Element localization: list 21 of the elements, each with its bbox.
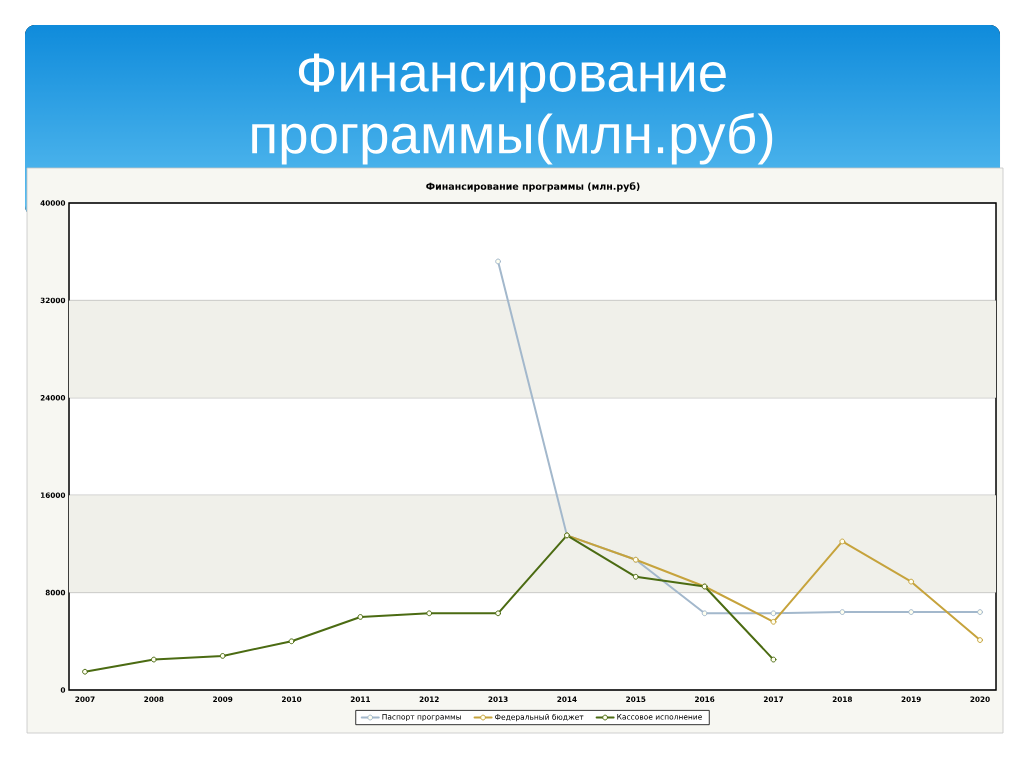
point bbox=[632, 573, 639, 580]
point bbox=[426, 610, 433, 617]
point bbox=[770, 618, 777, 625]
point bbox=[908, 578, 915, 585]
chart-title: Финансирование программы(млн.руб) bbox=[252, 53, 773, 165]
point bbox=[495, 610, 501, 617]
point bbox=[150, 656, 157, 663]
point bbox=[770, 610, 777, 617]
chart-subtitle: Финансирование программы (млн.руб) bbox=[426, 182, 640, 192]
point bbox=[839, 538, 846, 545]
point bbox=[839, 609, 846, 615]
point bbox=[908, 609, 915, 615]
point bbox=[770, 656, 777, 663]
point bbox=[495, 258, 501, 265]
point bbox=[701, 610, 708, 617]
point bbox=[219, 653, 226, 659]
point bbox=[977, 609, 983, 615]
point bbox=[357, 614, 364, 620]
point bbox=[82, 668, 88, 675]
point bbox=[288, 638, 295, 645]
point bbox=[977, 637, 983, 643]
